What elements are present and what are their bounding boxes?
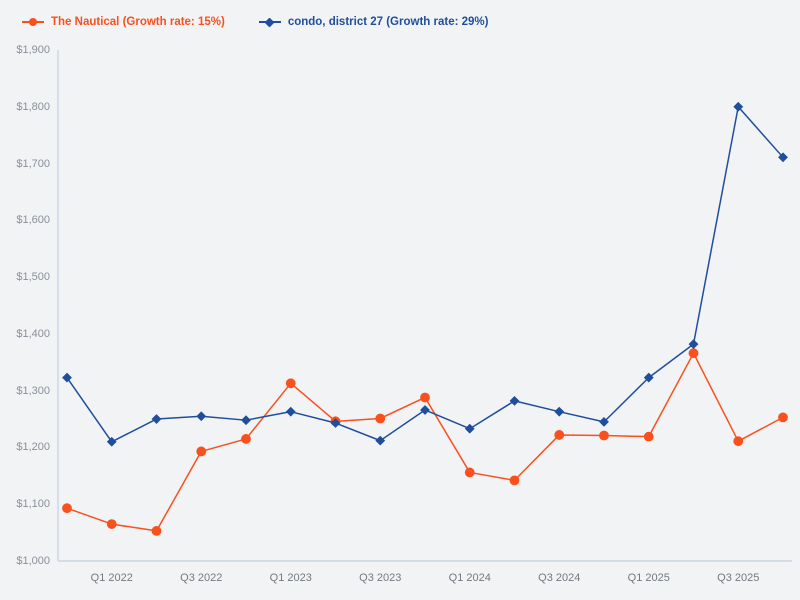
legend-item-condo-district-27[interactable]: condo, district 27 (Growth rate: 29%)	[258, 16, 489, 28]
legend-item-the-nautical[interactable]: The Nautical (Growth rate: 15%)	[22, 16, 225, 28]
data-point[interactable]	[464, 467, 475, 478]
data-point[interactable]	[688, 339, 699, 350]
data-point[interactable]	[464, 423, 475, 434]
data-point[interactable]	[106, 519, 117, 529]
y-tick-label: $1,400	[16, 327, 50, 340]
data-point[interactable]	[554, 406, 565, 417]
data-point[interactable]	[106, 436, 117, 447]
y-tick-label: $1,500	[16, 271, 50, 284]
data-point[interactable]	[420, 392, 430, 403]
data-point[interactable]	[196, 446, 207, 457]
x-tick-label: Q3 2025	[717, 572, 760, 584]
data-point[interactable]	[420, 405, 430, 415]
legend-label-the-nautical: The Nautical (Growth rate: 15%)	[51, 16, 225, 28]
x-tick-label: Q3 2024	[538, 572, 581, 584]
y-tick-label: $1,000	[16, 555, 50, 567]
data-point[interactable]	[151, 526, 162, 536]
y-tick-label: $1,100	[16, 498, 50, 511]
data-point[interactable]	[733, 436, 744, 447]
x-tick-label: Q3 2022	[180, 572, 223, 584]
x-tick-label: Q1 2022	[90, 572, 133, 584]
data-point[interactable]	[375, 413, 386, 424]
y-tick-label: $1,200	[16, 441, 50, 454]
data-point[interactable]	[778, 412, 788, 423]
series-the-nautical	[62, 348, 788, 536]
series-line	[66, 106, 784, 443]
y-tick-label: $1,800	[16, 100, 50, 113]
x-tick-label: Q1 2024	[448, 572, 491, 584]
legend-label-condo-district-27: condo, district 27 (Growth rate: 29%)	[287, 16, 489, 28]
data-point[interactable]	[509, 475, 520, 486]
data-point[interactable]	[509, 395, 520, 406]
y-tick-label: $1,600	[16, 214, 50, 227]
data-point[interactable]	[285, 378, 296, 389]
data-point[interactable]	[196, 411, 207, 422]
y-axis: $1,000 $1,100 $1,200 $1,300 $1,400 $1,500 $1,6…	[0, 0, 50, 600]
data-point[interactable]	[330, 418, 341, 428]
data-point[interactable]	[375, 435, 386, 446]
data-point[interactable]	[151, 414, 162, 424]
y-tick-label: $1,700	[16, 157, 50, 170]
x-tick-label: Q1 2025	[627, 572, 670, 584]
data-point[interactable]	[285, 406, 296, 417]
data-point[interactable]	[554, 430, 565, 440]
series-condo-district-27	[62, 101, 788, 447]
x-tick-label: Q3 2023	[359, 572, 402, 584]
data-point[interactable]	[778, 152, 788, 163]
data-point[interactable]	[643, 431, 654, 442]
data-point[interactable]	[241, 434, 251, 444]
data-point[interactable]	[643, 372, 654, 383]
chart-legend: The Nautical (Growth rate: 15%) condo, d…	[22, 10, 488, 34]
series-line	[66, 352, 784, 532]
data-point[interactable]	[62, 372, 72, 383]
data-point[interactable]	[599, 416, 609, 427]
y-tick-label: $1,300	[16, 384, 50, 397]
data-point[interactable]	[599, 430, 609, 441]
data-point[interactable]	[688, 348, 699, 359]
y-tick-label: $1,900	[16, 44, 50, 56]
data-point[interactable]	[733, 101, 744, 112]
x-tick-label: Q1 2023	[269, 572, 312, 584]
legend-marker-circle-icon	[22, 16, 44, 28]
data-point[interactable]	[62, 503, 72, 514]
x-axis: Q1 2022 Q3 2022 Q1 2023 Q3 2023 Q1 2024 Q3 20…	[0, 572, 800, 592]
legend-marker-diamond-icon	[258, 16, 281, 28]
data-point[interactable]	[241, 415, 251, 426]
